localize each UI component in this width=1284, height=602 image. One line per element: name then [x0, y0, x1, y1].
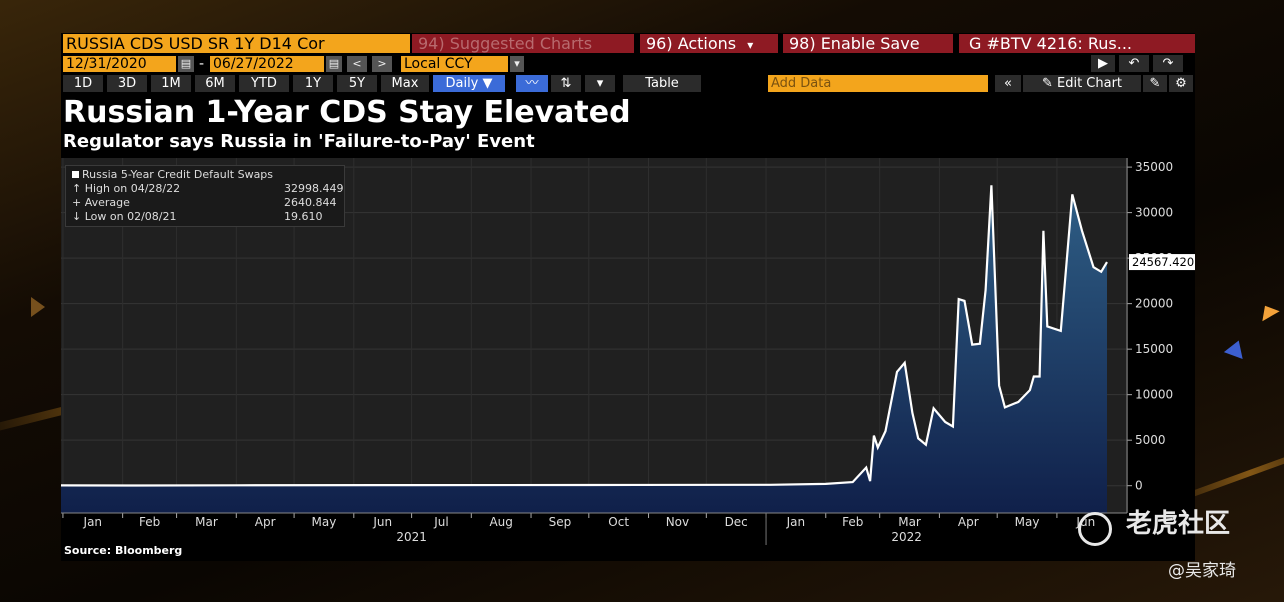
play-icon[interactable]: ▶	[1091, 55, 1115, 72]
date-range-bar: 12/31/2020 ▤ - 06/27/2022 ▤ < > Local CC…	[61, 55, 1195, 73]
source-note: Source: Bloomberg	[64, 544, 183, 557]
y-tick-label: 35000	[1135, 160, 1173, 174]
series-line	[61, 185, 1108, 487]
legend-average-row: + Average 2640.844	[72, 196, 338, 210]
y-tick-label: 15000	[1135, 342, 1173, 356]
bloomberg-terminal: RUSSIA CDS USD SR 1Y D14 Cor 94) Suggest…	[61, 33, 1195, 561]
x-tick-label: Jan	[786, 515, 806, 529]
legend-low-value: 19.610	[284, 210, 323, 223]
collapse-icon[interactable]: «	[995, 75, 1021, 92]
x-tick-label: Apr	[255, 515, 276, 529]
period-3d-button[interactable]: 3D	[107, 75, 147, 92]
arrow-up-icon: ↑	[72, 182, 85, 195]
edit-chart-button[interactable]: ✎ Edit Chart	[1023, 75, 1141, 92]
period-5y-button[interactable]: 5Y	[337, 75, 377, 92]
average-icon: +	[72, 196, 85, 209]
chevron-down-icon: ▾	[747, 38, 754, 52]
last-value-marker: 24567.420	[1129, 254, 1195, 271]
last-value-label: 24567.420	[1132, 255, 1194, 269]
x-year-label: 2022	[891, 530, 922, 544]
x-tick-label: Dec	[725, 515, 748, 529]
undo-icon[interactable]: ↶	[1119, 55, 1149, 72]
legend-average-value: 2640.844	[284, 196, 337, 209]
table-button[interactable]: Table	[623, 75, 701, 92]
legend-series-row: Russia 5-Year Credit Default Swaps	[72, 168, 338, 182]
date-range-separator: -	[199, 56, 205, 72]
watermark-site: 老虎社区	[1126, 509, 1231, 539]
legend-series-name: Russia 5-Year Credit Default Swaps	[82, 168, 274, 181]
chevron-down-icon[interactable]: ▾	[510, 56, 524, 72]
x-tick-label: Jul	[433, 515, 448, 529]
line-chart-icon[interactable]: 〰	[516, 75, 548, 92]
x-tick-label: Oct	[608, 515, 629, 529]
chart-title: Russian 1-Year CDS Stay Elevated	[63, 95, 631, 130]
x-tick-label: Mar	[898, 515, 921, 529]
security-field[interactable]: RUSSIA CDS USD SR 1Y D14 Cor	[63, 34, 410, 53]
x-tick-label: May	[1015, 515, 1040, 529]
x-tick-label: Jun	[372, 515, 392, 529]
legend-box: Russia 5-Year Credit Default Swaps ↑ Hig…	[65, 165, 345, 227]
period-max-button[interactable]: Max	[381, 75, 429, 92]
legend-low-row: ↓ Low on 02/08/21 19.610	[72, 210, 338, 224]
legend-average-label: Average	[84, 196, 130, 209]
legend-swatch	[72, 171, 79, 178]
y-tick-label: 5000	[1135, 433, 1166, 447]
last-value-box	[1129, 254, 1195, 271]
calendar-icon[interactable]: ▤	[178, 56, 194, 72]
enable-save-button[interactable]: 98) Enable Save	[783, 34, 953, 53]
legend-high-value: 32998.449	[284, 182, 344, 195]
arrow-down-icon: ↓	[72, 210, 85, 223]
frequency-dropdown[interactable]: Daily ▼	[433, 75, 505, 92]
x-tick-label: Aug	[489, 515, 512, 529]
y-tick-label: 0	[1135, 479, 1143, 493]
x-tick-label: Feb	[842, 515, 863, 529]
y-tick-label: 10000	[1135, 388, 1173, 402]
chart-subtitle: Regulator says Russia in 'Failure-to-Pay…	[63, 131, 535, 152]
x-tick-label: Nov	[666, 515, 689, 529]
btv-button[interactable]: G #BTV 4216: Rus...	[959, 34, 1195, 53]
command-bar: RUSSIA CDS USD SR 1Y D14 Cor 94) Suggest…	[61, 33, 1195, 54]
decor-triangle	[31, 297, 45, 317]
period-6m-button[interactable]: 6M	[195, 75, 235, 92]
series-area	[61, 185, 1107, 514]
pencil-icon[interactable]: ✎	[1143, 75, 1167, 92]
period-1d-button[interactable]: 1D	[63, 75, 103, 92]
actions-label: 96) Actions	[646, 34, 737, 53]
start-date-field[interactable]: 12/31/2020	[63, 56, 176, 72]
currency-field[interactable]: Local CCY	[401, 56, 508, 72]
add-data-input[interactable]: Add Data	[768, 75, 988, 92]
bar-chart-icon[interactable]: ⇅	[551, 75, 581, 92]
x-tick-label: Mar	[195, 515, 218, 529]
period-1m-button[interactable]: 1M	[151, 75, 191, 92]
chevron-down-icon[interactable]: ▾	[585, 75, 615, 92]
prev-period-button[interactable]: <	[347, 56, 367, 72]
x-tick-label: Jan	[83, 515, 103, 529]
tiger-logo-icon	[1078, 512, 1112, 546]
legend-low-label: Low on 02/08/21	[84, 210, 177, 223]
period-toolbar: 1D 3D 1M 6M YTD 1Y 5Y Max Daily ▼ 〰 ⇅ ▾ …	[61, 74, 1195, 92]
x-year-label: 2021	[396, 530, 427, 544]
gear-icon[interactable]: ⚙	[1169, 75, 1193, 92]
x-tick-label: Apr	[958, 515, 979, 529]
x-tick-label: May	[312, 515, 337, 529]
x-tick-label: Sep	[549, 515, 572, 529]
y-tick-label: 30000	[1135, 206, 1173, 220]
actions-button[interactable]: 96) Actions ▾	[640, 34, 778, 53]
redo-icon[interactable]: ↷	[1153, 55, 1183, 72]
legend-high-row: ↑ High on 04/28/22 32998.449	[72, 182, 344, 196]
period-ytd-button[interactable]: YTD	[239, 75, 289, 92]
cds-chart: 05000100001500020000250003000035000 JanF…	[61, 158, 1195, 545]
suggested-charts-button[interactable]: 94) Suggested Charts	[412, 34, 634, 53]
next-period-button[interactable]: >	[372, 56, 392, 72]
end-date-field[interactable]: 06/27/2022	[210, 56, 324, 72]
watermark-author: @吴家琦	[1168, 561, 1236, 581]
period-1y-button[interactable]: 1Y	[293, 75, 333, 92]
legend-high-label: High on 04/28/22	[84, 182, 181, 195]
x-tick-label: Feb	[139, 515, 160, 529]
y-tick-label: 20000	[1135, 297, 1173, 311]
calendar-icon[interactable]: ▤	[326, 56, 342, 72]
